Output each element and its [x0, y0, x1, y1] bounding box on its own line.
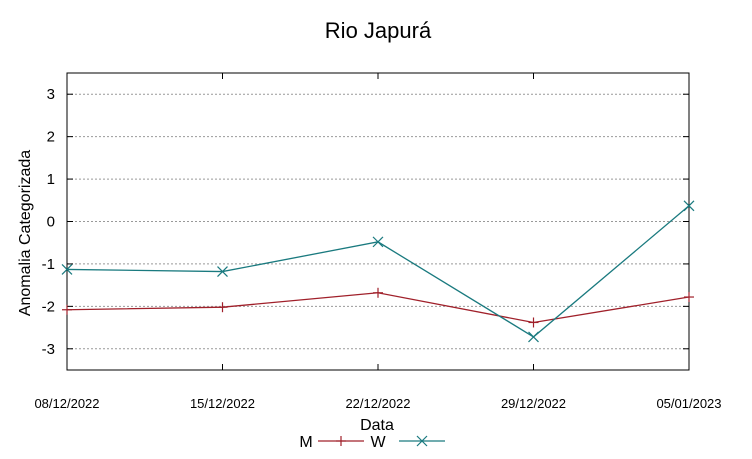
data-point-w	[217, 266, 228, 277]
x-tick-label: 22/12/2022	[345, 396, 410, 411]
y-tick-label: 0	[47, 214, 55, 231]
y-tick-label: -3	[42, 341, 55, 358]
legend-marker-w	[416, 435, 428, 447]
legend-label-m: M	[299, 434, 312, 451]
data-point-w	[528, 331, 539, 343]
x-axis-ticks: 08/12/2022 15/12/2022 22/12/2022 29/12/2022…	[34, 73, 722, 411]
y-axis-label: Anomalia Categorizada	[17, 150, 34, 316]
legend-marker-m	[336, 436, 346, 446]
series-group	[61, 200, 695, 343]
y-tick-label: 1	[47, 171, 55, 188]
y-tick-label: -1	[42, 256, 55, 273]
data-point-m	[528, 317, 539, 328]
series-line-w	[66, 205, 690, 338]
data-point-m	[373, 287, 383, 298]
y-tick-label: -2	[42, 298, 55, 315]
x-tick-label: 05/01/2023	[656, 396, 721, 411]
y-tick-label: 2	[47, 129, 55, 146]
data-point-m	[684, 292, 694, 303]
data-point-w	[683, 200, 695, 212]
y-tick-label: 3	[47, 86, 55, 103]
data-point-m	[217, 302, 228, 313]
data-point-w	[372, 236, 384, 248]
x-tick-label: 15/12/2022	[190, 396, 255, 411]
legend-label-w: W	[370, 434, 386, 451]
data-point-w	[61, 264, 73, 275]
x-axis-label: Data	[360, 417, 394, 434]
chart-title: Rio Japurá	[325, 18, 432, 43]
x-tick-label: 29/12/2022	[501, 396, 566, 411]
x-tick-label: 08/12/2022	[34, 396, 99, 411]
data-point-m	[62, 304, 72, 315]
grid-lines	[67, 93, 689, 350]
y-axis-ticks: 3 2 1 0 -1 -2 -3	[42, 86, 689, 358]
